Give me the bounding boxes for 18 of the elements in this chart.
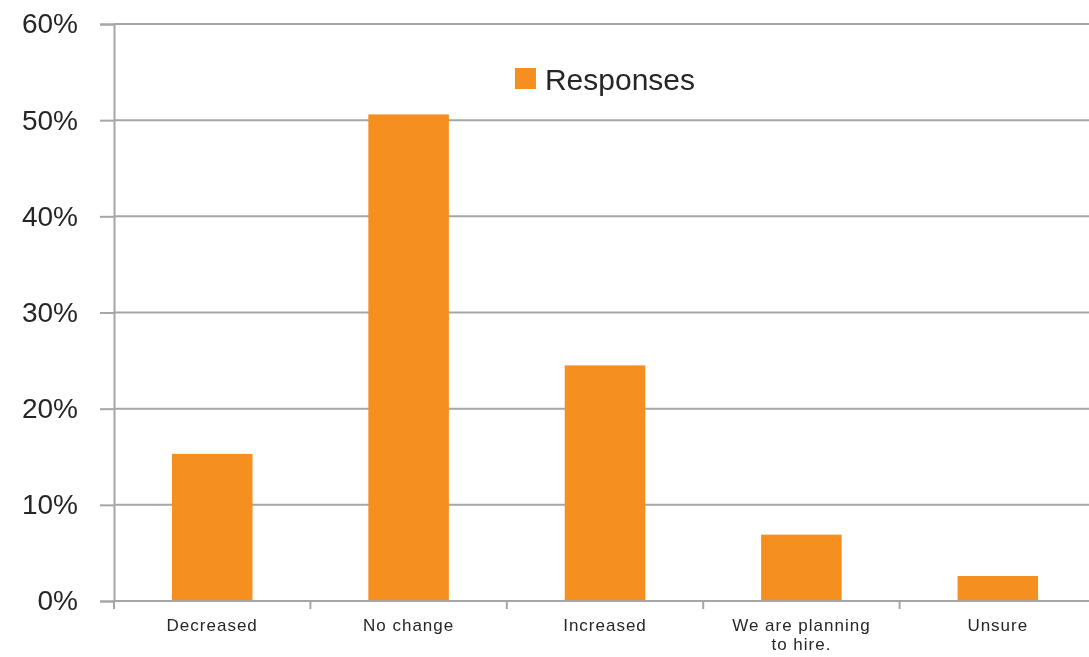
x-tick-label: Unsure: [967, 616, 1029, 635]
y-tick-label: 0%: [37, 585, 78, 617]
x-tick-label: Increased: [563, 616, 647, 635]
bar: [368, 114, 449, 601]
y-tick-label: 20%: [21, 393, 78, 425]
bar: [957, 576, 1039, 601]
bar: [171, 453, 253, 601]
x-tick-label: No change: [362, 616, 455, 635]
bar: [564, 365, 646, 601]
y-tick-label: 40%: [21, 200, 78, 232]
bar: [761, 534, 842, 601]
y-tick-label: 10%: [21, 489, 78, 521]
y-tick-label: 50%: [21, 104, 78, 136]
legend-label: Responses: [544, 62, 696, 96]
x-tick-label: Decreased: [166, 616, 258, 635]
x-tick-label: We are planning to hire.: [732, 616, 871, 654]
y-tick-label: 60%: [21, 8, 78, 40]
y-tick-label: 30%: [21, 296, 78, 328]
